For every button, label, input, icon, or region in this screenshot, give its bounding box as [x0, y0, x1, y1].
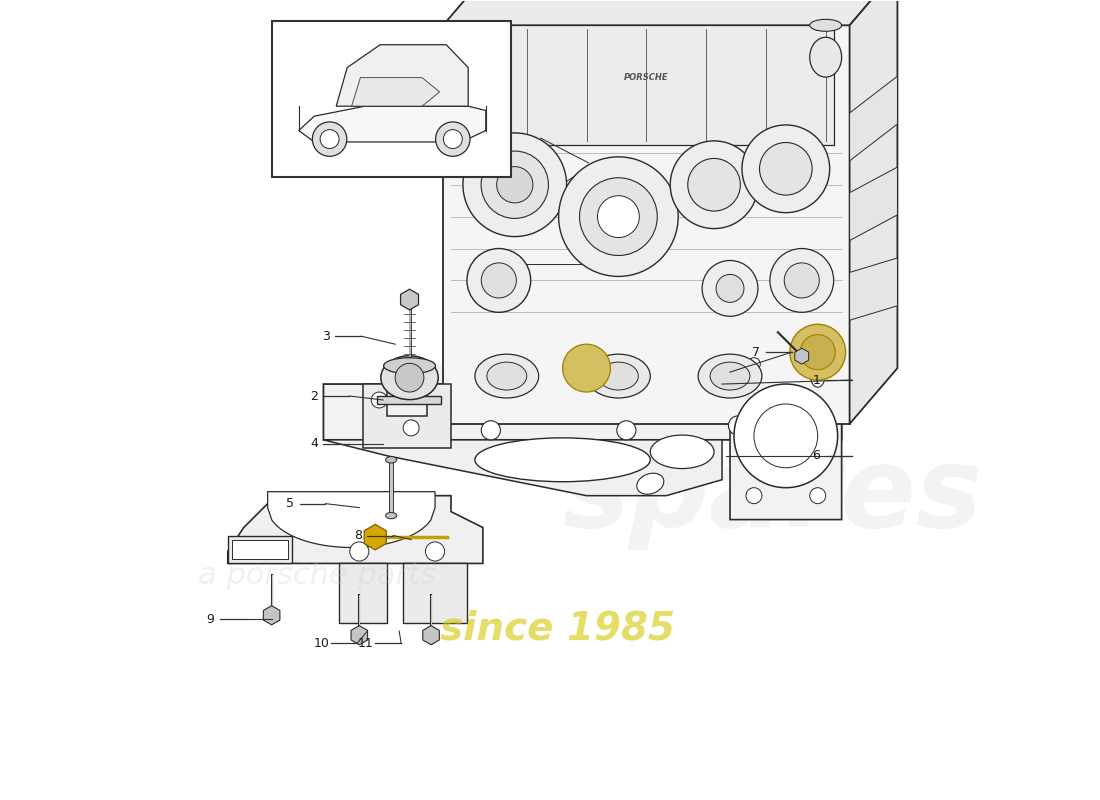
- Text: 4: 4: [310, 438, 318, 450]
- Ellipse shape: [586, 354, 650, 398]
- Polygon shape: [352, 78, 440, 106]
- Circle shape: [580, 178, 658, 255]
- Circle shape: [742, 125, 829, 213]
- Text: 7: 7: [752, 346, 760, 358]
- Ellipse shape: [810, 19, 842, 31]
- Circle shape: [617, 421, 636, 440]
- Polygon shape: [228, 496, 483, 563]
- Ellipse shape: [463, 26, 487, 57]
- Circle shape: [770, 249, 834, 312]
- Polygon shape: [730, 336, 842, 519]
- Ellipse shape: [475, 354, 539, 398]
- Circle shape: [482, 421, 500, 440]
- Polygon shape: [377, 396, 441, 404]
- Circle shape: [800, 334, 835, 370]
- Polygon shape: [795, 348, 808, 364]
- Circle shape: [482, 263, 516, 298]
- Circle shape: [481, 151, 549, 218]
- Circle shape: [312, 122, 346, 156]
- Circle shape: [748, 358, 760, 370]
- Polygon shape: [299, 106, 486, 142]
- Ellipse shape: [698, 354, 762, 398]
- Circle shape: [350, 542, 368, 561]
- Text: PORSCHE: PORSCHE: [624, 73, 669, 82]
- Text: 10: 10: [314, 637, 330, 650]
- Text: 5: 5: [286, 497, 294, 510]
- Circle shape: [426, 542, 444, 561]
- Circle shape: [810, 488, 826, 504]
- Circle shape: [443, 130, 462, 149]
- Polygon shape: [263, 606, 279, 625]
- Ellipse shape: [637, 473, 663, 494]
- Circle shape: [716, 274, 744, 302]
- Circle shape: [436, 122, 470, 156]
- Text: a porsche parts: a porsche parts: [198, 561, 436, 590]
- Ellipse shape: [381, 356, 438, 400]
- Polygon shape: [849, 0, 898, 424]
- Circle shape: [466, 249, 530, 312]
- Text: 2: 2: [310, 390, 318, 402]
- Text: 11: 11: [358, 637, 374, 650]
- Text: 1: 1: [812, 374, 821, 386]
- Ellipse shape: [810, 38, 842, 77]
- Text: 6: 6: [812, 450, 821, 462]
- Circle shape: [759, 142, 812, 195]
- Ellipse shape: [711, 362, 750, 390]
- Polygon shape: [364, 524, 386, 550]
- Circle shape: [496, 166, 532, 203]
- Ellipse shape: [475, 438, 650, 482]
- Circle shape: [463, 133, 566, 237]
- Bar: [272, 22, 510, 177]
- Ellipse shape: [384, 358, 436, 374]
- Circle shape: [372, 392, 387, 408]
- Circle shape: [670, 141, 758, 229]
- Circle shape: [395, 363, 424, 392]
- Circle shape: [320, 130, 339, 149]
- Circle shape: [746, 488, 762, 504]
- Polygon shape: [337, 45, 469, 106]
- Circle shape: [404, 420, 419, 436]
- Polygon shape: [232, 539, 287, 559]
- Ellipse shape: [386, 457, 397, 463]
- Polygon shape: [849, 258, 898, 320]
- Polygon shape: [363, 384, 451, 448]
- Polygon shape: [400, 289, 418, 310]
- Circle shape: [784, 263, 820, 298]
- Ellipse shape: [386, 513, 397, 518]
- Text: spares: spares: [562, 442, 983, 550]
- Ellipse shape: [650, 435, 714, 469]
- Circle shape: [754, 404, 817, 468]
- Text: 8: 8: [354, 529, 362, 542]
- Circle shape: [790, 324, 846, 380]
- Polygon shape: [443, 0, 898, 26]
- Circle shape: [597, 196, 639, 238]
- Circle shape: [702, 261, 758, 316]
- Polygon shape: [340, 563, 387, 623]
- Circle shape: [802, 414, 817, 430]
- Polygon shape: [323, 440, 722, 496]
- Circle shape: [688, 158, 740, 211]
- Polygon shape: [323, 360, 842, 440]
- Text: since 1985: since 1985: [440, 610, 675, 648]
- Text: 3: 3: [322, 330, 330, 342]
- Polygon shape: [351, 626, 367, 645]
- Text: eur: eur: [372, 337, 620, 463]
- Polygon shape: [849, 76, 898, 161]
- Polygon shape: [267, 492, 434, 547]
- Ellipse shape: [598, 362, 638, 390]
- Polygon shape: [404, 563, 466, 623]
- Polygon shape: [228, 535, 292, 563]
- Text: 9: 9: [207, 613, 215, 626]
- Circle shape: [728, 416, 748, 435]
- Polygon shape: [459, 26, 834, 145]
- Ellipse shape: [487, 362, 527, 390]
- Polygon shape: [422, 626, 439, 645]
- Circle shape: [559, 157, 679, 277]
- Polygon shape: [443, 26, 849, 424]
- Circle shape: [562, 344, 611, 392]
- Circle shape: [734, 384, 837, 488]
- Polygon shape: [849, 167, 898, 241]
- Ellipse shape: [811, 365, 825, 387]
